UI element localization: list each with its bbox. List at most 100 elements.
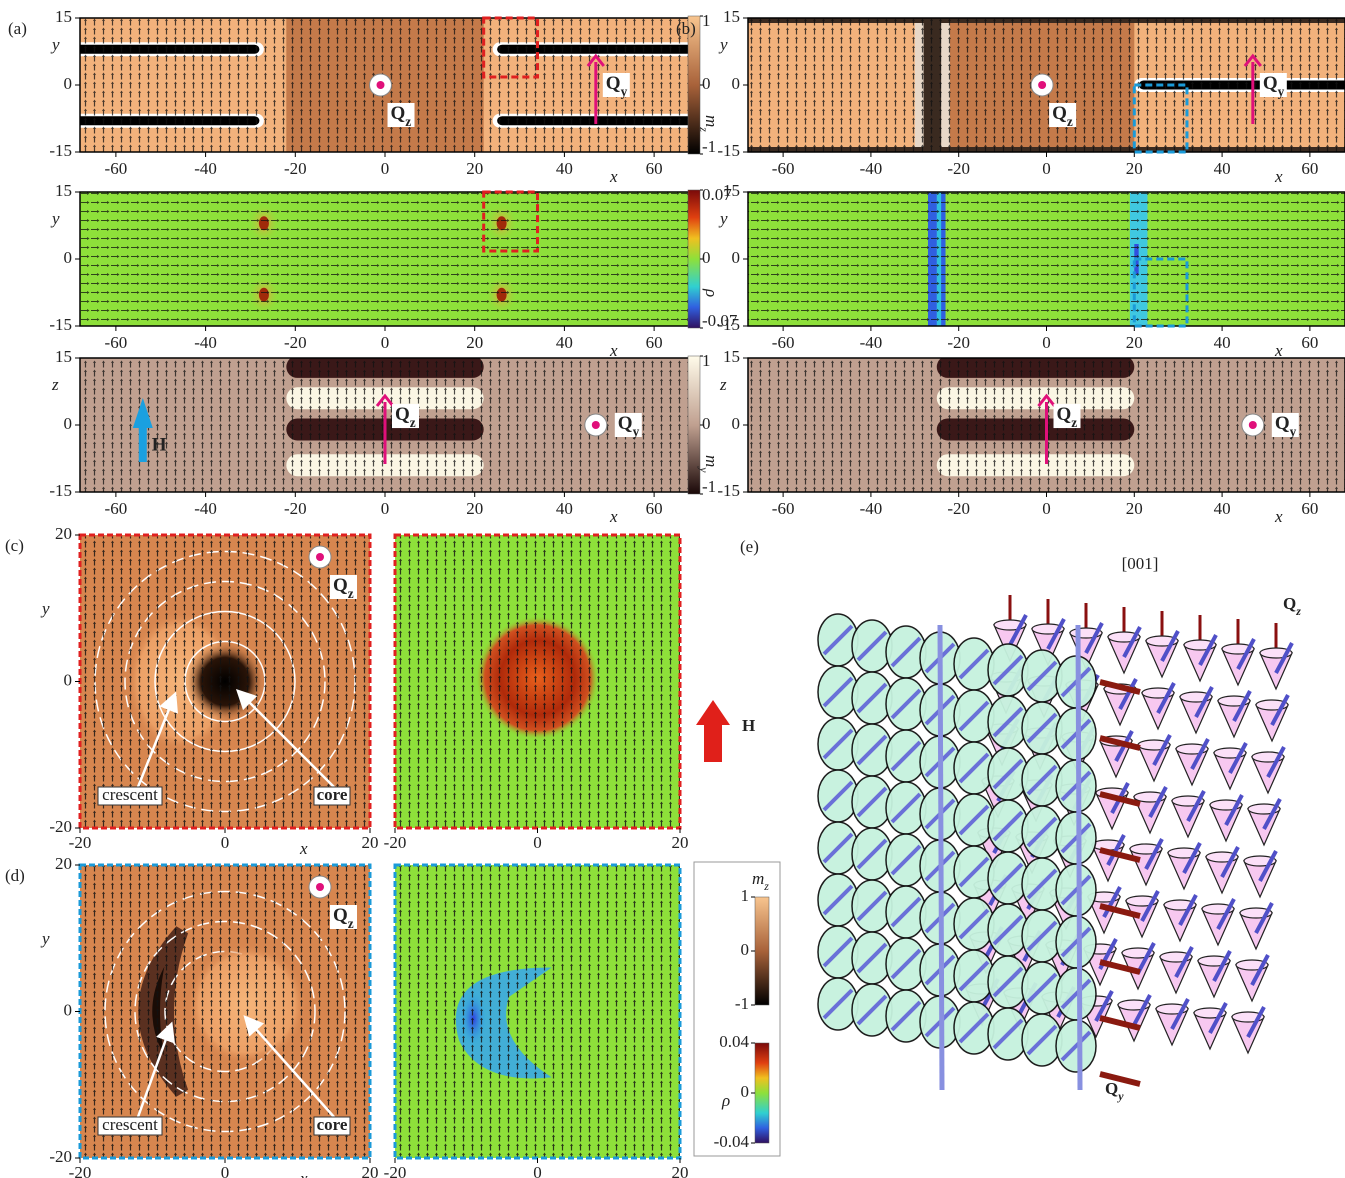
- x-tick-label: 0: [221, 833, 230, 852]
- pointer-arrow: [243, 1015, 335, 1118]
- x-axis-label: x: [1274, 167, 1283, 186]
- zoom-box: [1132, 257, 1189, 328]
- x-tick-label: -20: [384, 1163, 407, 1178]
- spin-arrow: [1099, 791, 1141, 807]
- spin-arrow: [1216, 898, 1236, 930]
- y-axis-label: z: [719, 375, 727, 394]
- x-tick-label: 40: [1214, 499, 1231, 518]
- q-dot: [316, 883, 324, 891]
- disc-spin: [958, 752, 990, 784]
- zoom-plot: -20 0 20 -20 0 20 x y (d) crescent core: [5, 854, 379, 1178]
- y-tick-label: 15: [723, 7, 740, 26]
- x-tick-label: 40: [556, 159, 573, 178]
- y-axis-label: y: [718, 209, 728, 228]
- y-tick-label: 0: [64, 248, 73, 267]
- q-label-sub: z: [1071, 415, 1077, 430]
- colorbar: [687, 355, 701, 495]
- strip-plot: -60 -40 -20 0 20 40 60 -15 0 15 x y (b): [676, 7, 1345, 186]
- x-tick-label: 20: [362, 1163, 379, 1178]
- disc-spin: [856, 630, 888, 662]
- disc-spin: [992, 706, 1024, 738]
- y-tick-label: 0: [732, 414, 741, 433]
- q-label-box: [387, 103, 415, 127]
- pointer-label-box: [97, 1116, 163, 1136]
- disc-spin: [890, 896, 922, 928]
- q-label-box: [392, 404, 419, 429]
- spin-arrow: [1232, 690, 1252, 722]
- q-dot: [316, 553, 324, 561]
- disc-spin: [890, 792, 922, 824]
- colorbar-tick-label: 0: [702, 248, 711, 267]
- disc-spin: [890, 688, 922, 720]
- spin-arrow: [1106, 834, 1126, 866]
- disc-spin: [890, 844, 922, 876]
- x-tick-label: 60: [1301, 159, 1318, 178]
- colorbar-label: ρ: [702, 288, 721, 297]
- spin-arrow: [1236, 638, 1256, 670]
- x-tick-label: -40: [860, 499, 883, 518]
- disc-spin: [992, 810, 1024, 842]
- disc-spin: [992, 862, 1024, 894]
- heatmap: [80, 192, 690, 326]
- panel-label: (e): [740, 537, 759, 556]
- x-tick-label: 0: [1042, 159, 1051, 178]
- y-tick-label: 15: [55, 181, 72, 200]
- q-label: Qy: [618, 413, 640, 438]
- colorbar-tick-label: 1: [702, 351, 711, 370]
- heatmap: [395, 535, 680, 828]
- disc-spin: [958, 856, 990, 888]
- colorbar-tick-label: 0.04: [719, 1032, 749, 1051]
- colorbar-tick-label: -0.04: [714, 1132, 750, 1151]
- disc-spin: [1060, 822, 1092, 854]
- zoom-box: [482, 190, 540, 253]
- x-axis-label: x: [299, 1169, 308, 1178]
- disc-spin: [822, 624, 854, 656]
- spin-arrow: [1008, 614, 1028, 646]
- x-tick-label: -60: [772, 499, 795, 518]
- x-tick-label: -20: [947, 159, 970, 178]
- spin-arrow: [1094, 990, 1114, 1022]
- disc-spin: [992, 914, 1024, 946]
- colorbar-label-base: m: [702, 455, 721, 467]
- disc-spin: [856, 994, 888, 1026]
- colorbar-label-base: m: [702, 115, 721, 127]
- q-arrow-head: [586, 53, 605, 67]
- y-axis-label: y: [40, 929, 50, 948]
- spin-arrow: [1220, 846, 1240, 878]
- panel-label: (c): [5, 536, 24, 555]
- q-label-sub: z: [348, 916, 354, 931]
- y-tick-label: 20: [55, 524, 72, 543]
- heatmap: [748, 192, 1345, 326]
- y-tick-label: 0: [732, 248, 741, 267]
- spin-arrow: [1046, 618, 1066, 650]
- colorbar-label-base: ρ: [721, 1091, 730, 1110]
- x-tick-label: 0: [1042, 499, 1051, 518]
- y-tick-label: -15: [717, 481, 740, 500]
- strip-plot: -60 -40 -20 0 20 40 60 -15 0 15 x z: [717, 347, 1345, 526]
- y-tick-label: 15: [723, 347, 740, 366]
- x-tick-label: -60: [105, 499, 128, 518]
- spin-arrow: [1099, 903, 1141, 919]
- x-tick-label: 20: [466, 333, 483, 352]
- colorbar-label-sub: y: [697, 466, 711, 473]
- q-dot: [1248, 421, 1257, 429]
- q-label: Qy: [1263, 73, 1285, 98]
- q-label-box: [614, 413, 642, 437]
- x-tick-label: 60: [646, 499, 663, 518]
- disc-spin: [1026, 764, 1058, 796]
- disc-spin: [958, 960, 990, 992]
- disc-spin: [1026, 1024, 1058, 1056]
- spin-arrow: [1212, 950, 1232, 982]
- quiver: [80, 865, 370, 1158]
- x-tick-label: 0: [533, 1163, 542, 1178]
- spin-arrow: [1156, 682, 1176, 714]
- y-tick-label: -15: [49, 141, 72, 160]
- spin-arrow: [1136, 942, 1156, 974]
- disc-spin: [958, 804, 990, 836]
- spin-arrow: [1170, 998, 1190, 1030]
- y-tick-label: 0: [64, 1000, 73, 1019]
- q-label-sub: z: [410, 415, 416, 430]
- spin-arrow: [1099, 735, 1141, 751]
- x-tick-label: 60: [1301, 333, 1318, 352]
